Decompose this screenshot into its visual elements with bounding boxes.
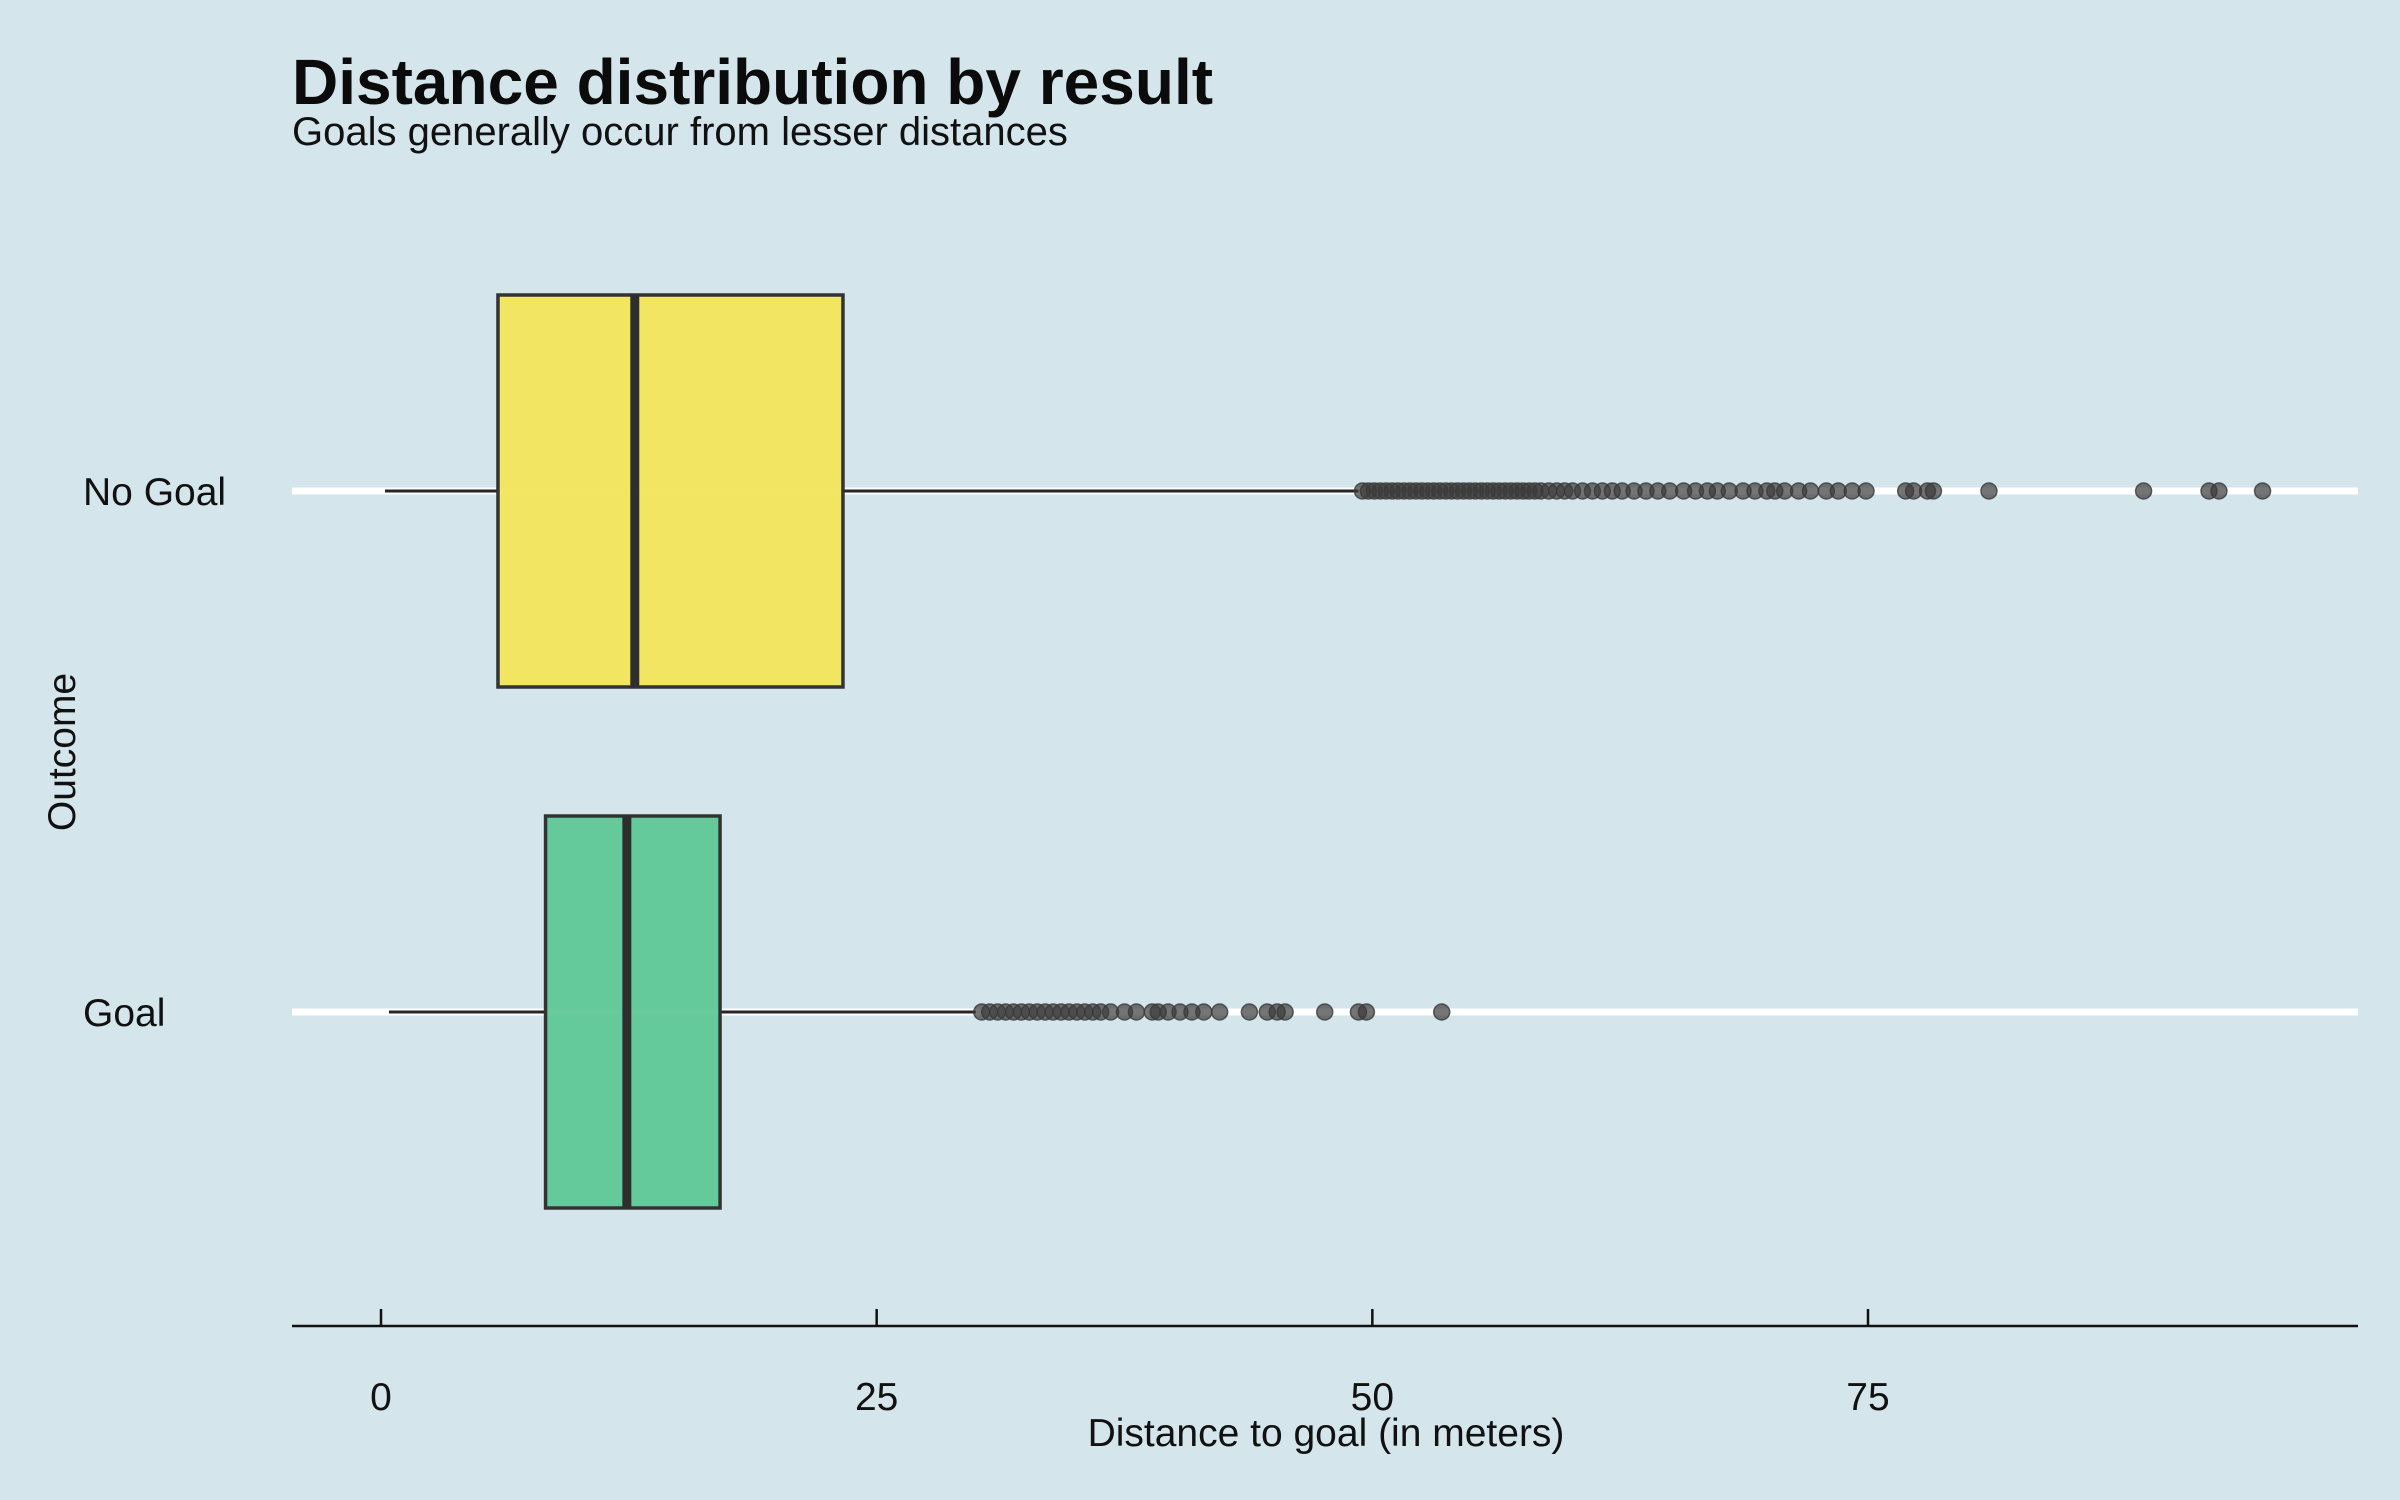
outlier-point-goal [1432, 1003, 1451, 1021]
category-label-goal: Goal [83, 992, 165, 1035]
outlier-point-goal [1210, 1003, 1229, 1021]
outlier-point-goal [1240, 1003, 1259, 1021]
outlier-point-goal [1315, 1003, 1334, 1021]
category-label-no-goal: No Goal [83, 471, 226, 514]
outlier-point-no-goal [1924, 482, 1943, 500]
outlier-point-no-goal [1980, 482, 1998, 500]
x-ticks: 0 25 50 75 [370, 1309, 1890, 1419]
outlier-layer [972, 482, 2272, 1021]
outlier-point-no-goal [2134, 482, 2153, 500]
x-axis-label: Distance to goal (in meters) [1088, 1412, 1565, 1455]
chart-title: Distance distribution by result [292, 46, 1213, 118]
outlier-point-goal [1357, 1003, 1376, 1021]
outlier-point-goal [1276, 1003, 1294, 1021]
x-tick-label-75: 75 [1846, 1376, 1889, 1419]
y-axis-label: Outcome [41, 673, 84, 831]
outlier-point-no-goal [1801, 482, 1820, 500]
outlier-point-no-goal [2210, 482, 2228, 500]
outlier-point-goal [1195, 1003, 1213, 1021]
outlier-point-goal [1127, 1003, 1146, 1021]
x-tick-label-25: 25 [855, 1376, 898, 1419]
box-goal [543, 814, 722, 1210]
x-tick-label-50: 50 [1351, 1376, 1394, 1419]
chart-subtitle: Goals generally occur from lesser distan… [292, 110, 1068, 154]
category-labels: No Goal Goal [83, 471, 226, 1035]
x-tick-label-0: 0 [370, 1376, 392, 1419]
outlier-point-no-goal [1857, 482, 1875, 500]
box-no-goal [496, 293, 845, 689]
box-layer [384, 293, 1359, 1210]
outlier-point-no-goal [2253, 482, 2272, 500]
